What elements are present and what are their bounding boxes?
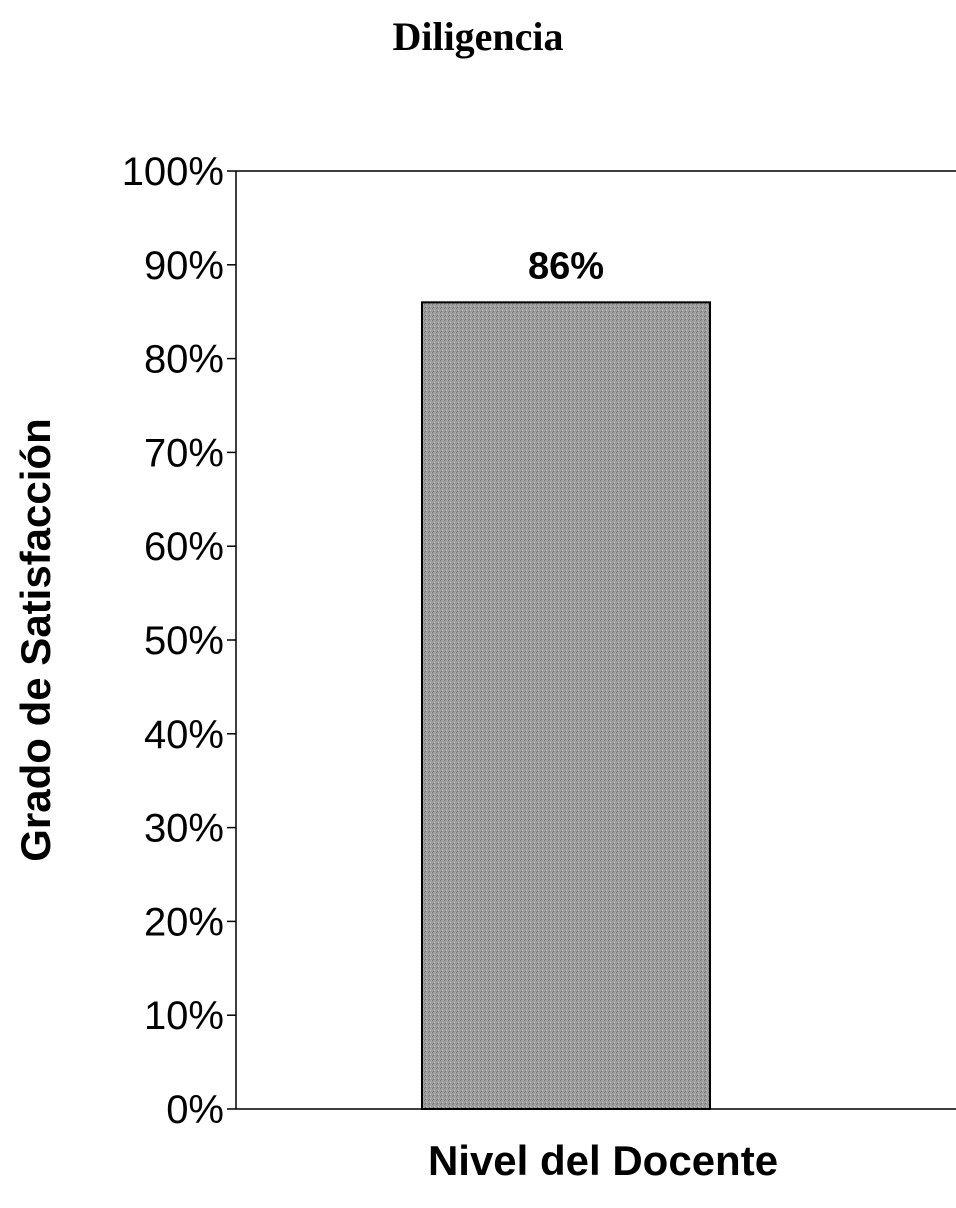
y-tick-label: 60% [144, 525, 224, 569]
bars-group [421, 301, 711, 1110]
chart-title: Diligencia [392, 14, 563, 59]
data-labels-group: 86% [528, 245, 604, 287]
y-tick-label: 30% [144, 807, 224, 851]
y-tick-label: 40% [144, 713, 224, 757]
y-tick-label: 90% [144, 244, 224, 288]
y-tick-label: 70% [144, 431, 224, 475]
bar [421, 301, 711, 1110]
y-tick-label: 20% [144, 900, 224, 944]
bar-data-label: 86% [528, 245, 604, 287]
y-tick-label: 0% [166, 1088, 224, 1132]
y-axis-ticks: 0% 10% 20% 30% 40% 50% 60% 70% 80% 90% 100% [122, 150, 236, 1132]
y-tick-label: 10% [144, 994, 224, 1038]
x-axis-title: Nivel del Docente [428, 1137, 778, 1184]
y-tick-label: 80% [144, 338, 224, 382]
y-tick-label: 50% [144, 619, 224, 663]
y-tick-label: 100% [122, 150, 224, 194]
y-axis-title: Grado de Satisfacción [12, 418, 59, 861]
